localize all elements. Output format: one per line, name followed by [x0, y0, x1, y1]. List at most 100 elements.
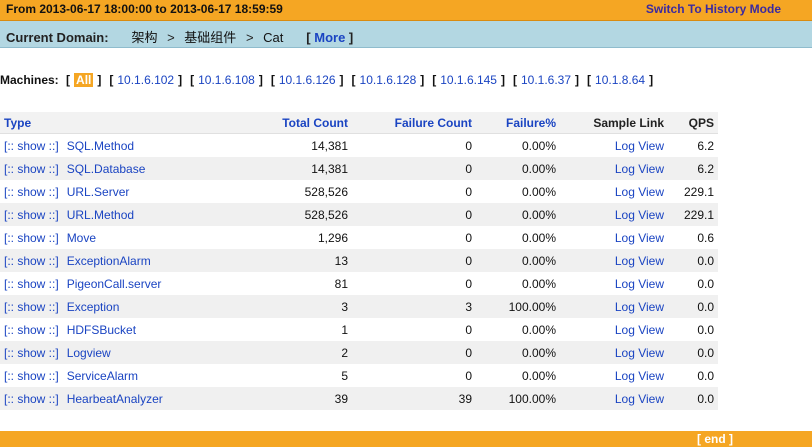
show-details-link[interactable]: [:: show ::]	[4, 391, 59, 406]
transaction-type-link[interactable]: Logview	[66, 345, 111, 360]
show-details-link[interactable]: [:: show ::]	[4, 276, 59, 291]
log-view-link[interactable]: Log View	[614, 391, 664, 406]
qps-cell: 6.2	[668, 157, 718, 180]
type-cell: [:: show ::] HDFSBucket	[0, 318, 240, 341]
failure-percent-cell: 0.00%	[521, 368, 556, 383]
type-cell: [:: show ::] URL.Server	[0, 180, 240, 203]
transaction-type-link[interactable]: ExceptionAlarm	[66, 253, 151, 268]
domain-path-item[interactable]: Cat	[263, 30, 284, 45]
more-close-bracket: ]	[348, 30, 354, 45]
log-view-link[interactable]: Log View	[614, 322, 664, 337]
log-view-link[interactable]: Log View	[614, 276, 664, 291]
failure-percent-cell: 0.00%	[521, 230, 556, 245]
transaction-type-link[interactable]: Move	[66, 230, 97, 245]
failure-count-column-header[interactable]: Failure Count	[352, 112, 476, 134]
sample-link-column-header: Sample Link	[560, 112, 668, 134]
total-count-cell: 14,381	[240, 157, 352, 180]
table-row: [:: show ::] ServiceAlarm 5 0 0.00% Log View 0…	[0, 364, 718, 387]
machine-close-bracket: ]	[339, 73, 344, 87]
sample-link-cell: Log View	[560, 295, 668, 318]
show-details-link[interactable]: [:: show ::]	[4, 138, 59, 153]
machine-open-bracket: [	[270, 73, 275, 87]
transaction-type-link[interactable]: SQL.Database	[66, 161, 146, 176]
log-view-link[interactable]: Log View	[614, 368, 664, 383]
total-count-column-header[interactable]: Total Count	[240, 112, 352, 134]
log-view-link[interactable]: Log View	[614, 345, 664, 360]
transaction-type-link[interactable]: Exception	[66, 299, 120, 314]
transaction-type-link[interactable]: SQL.Method	[66, 138, 135, 153]
transaction-type-link[interactable]: ServiceAlarm	[66, 368, 139, 383]
transaction-type-link[interactable]: URL.Method	[66, 207, 135, 222]
show-details-link[interactable]: [:: show ::]	[4, 253, 59, 268]
transaction-type-link[interactable]: HearbeatAnalyzer	[66, 391, 163, 406]
transaction-type-link[interactable]: HDFSBucket	[66, 322, 137, 337]
qps-cell: 0.0	[668, 387, 718, 410]
type-cell: [:: show ::] HearbeatAnalyzer	[0, 387, 240, 410]
log-view-link[interactable]: Log View	[614, 161, 664, 176]
transaction-type-link[interactable]: URL.Server	[66, 184, 130, 199]
current-domain-label: Current Domain:	[6, 30, 109, 45]
machines-filter: Machines: [All][10.1.6.102][10.1.6.108][…	[0, 73, 657, 87]
transaction-type-link[interactable]: PigeonCall.server	[66, 276, 162, 291]
sample-link-cell: Log View	[560, 157, 668, 180]
show-details-link[interactable]: [:: show ::]	[4, 207, 59, 222]
show-details-link[interactable]: [:: show ::]	[4, 368, 59, 383]
failure-percent-cell: 0.00%	[476, 341, 560, 364]
failure-percent-column-header[interactable]: Failure%	[476, 112, 560, 134]
sample-link-cell: Log View	[560, 180, 668, 203]
log-view-link[interactable]: Log View	[614, 253, 664, 268]
total-count-cell: 14,381	[311, 138, 348, 153]
failure-percent-cell: 0.00%	[476, 249, 560, 272]
show-details-link[interactable]: [:: show ::]	[4, 230, 59, 245]
machine-open-bracket: [	[190, 73, 195, 87]
log-view-link[interactable]: Log View	[614, 138, 664, 153]
total-count-cell: 2	[240, 341, 352, 364]
machine-ip-link[interactable]: 10.1.6.128	[359, 73, 417, 87]
machine-ip-link[interactable]: 10.1.8.64	[595, 73, 646, 87]
failure-count-cell: 39	[352, 387, 476, 410]
sample-link-cell: Log View	[560, 387, 668, 410]
machine-all-filter[interactable]: All	[74, 73, 94, 87]
sample-link-cell: Log View	[560, 272, 668, 295]
failure-count-cell: 0	[465, 368, 472, 383]
machine-close-bracket: ]	[97, 73, 102, 87]
log-view-link[interactable]: Log View	[614, 230, 664, 245]
total-count-cell: 1	[341, 322, 348, 337]
qps-cell: 229.1	[683, 184, 714, 199]
type-cell: [:: show ::] URL.Method	[0, 203, 240, 226]
machine-ip-link[interactable]: 10.1.6.145	[440, 73, 497, 87]
show-details-link[interactable]: [:: show ::]	[4, 184, 59, 199]
show-details-link[interactable]: [:: show ::]	[4, 345, 59, 360]
qps-cell: 6.2	[697, 138, 714, 153]
type-column-header[interactable]: Type	[0, 112, 240, 134]
failure-count-cell: 0	[465, 230, 472, 245]
time-range-text: From 2013-06-17 18:00:00 to 2013-06-17 1…	[6, 2, 283, 16]
machine-ip-link[interactable]: 10.1.6.126	[278, 73, 336, 87]
table-row: [:: show ::] HearbeatAnalyzer 39 39 100.00% L…	[0, 387, 718, 410]
domain-path-item[interactable]: 架构	[131, 30, 158, 45]
log-view-link[interactable]: Log View	[614, 184, 664, 199]
log-view-link[interactable]: Log View	[614, 207, 664, 222]
machine-ip-link[interactable]: 10.1.6.37	[520, 73, 572, 87]
show-details-link[interactable]: [:: show ::]	[4, 161, 59, 176]
show-details-link[interactable]: [:: show ::]	[4, 299, 59, 314]
table-row: [:: show ::] SQL.Database 14,381 0 0.00% Log …	[0, 157, 718, 180]
more-domains-link[interactable]: More	[314, 30, 346, 45]
sample-link-cell: Log View	[560, 341, 668, 364]
machine-open-bracket: [	[432, 73, 437, 87]
failure-percent-cell: 0.00%	[476, 157, 560, 180]
total-count-cell: 13	[240, 249, 352, 272]
table-row: [:: show ::] URL.Server 528,526 0 0.00% Log V…	[0, 180, 718, 203]
total-count-cell: 81	[334, 276, 348, 291]
machine-ip-link[interactable]: 10.1.6.102	[117, 73, 175, 87]
sample-link-cell: Log View	[560, 318, 668, 341]
machine-ip-link[interactable]: 10.1.6.108	[198, 73, 255, 87]
end-marker: [ end ]	[697, 432, 733, 446]
log-view-link[interactable]: Log View	[614, 299, 664, 314]
failure-percent-cell: 0.00%	[476, 203, 560, 226]
show-details-link[interactable]: [:: show ::]	[4, 322, 59, 337]
domain-path-item[interactable]: 基础组件	[184, 30, 237, 45]
machine-open-bracket: [	[66, 73, 71, 87]
switch-history-mode-link[interactable]: Switch To History Mode	[645, 2, 781, 16]
failure-percent-cell: 0.00%	[521, 276, 556, 291]
